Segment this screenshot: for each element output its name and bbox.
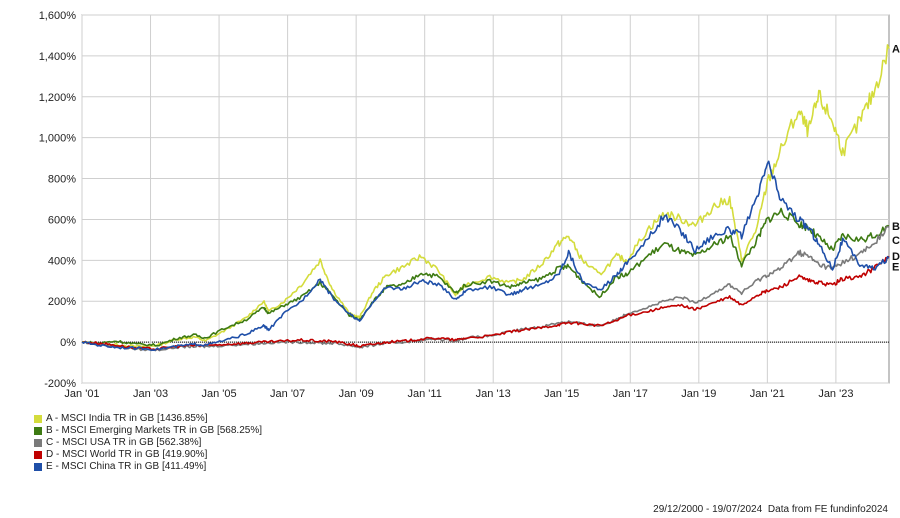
legend-swatch bbox=[34, 451, 42, 459]
y-tick-label: 1,600% bbox=[39, 10, 77, 22]
x-tick-label: Jan '15 bbox=[544, 388, 579, 400]
y-tick-label: 1,200% bbox=[39, 92, 77, 104]
legend-item-a: A - MSCI India TR in GB [1436.85%] bbox=[34, 413, 262, 425]
end-label-d: D bbox=[892, 251, 900, 263]
x-axis: Jan '01 Jan '03 Jan '05 Jan '07 Jan '09 Jan '… bbox=[64, 388, 853, 400]
end-label-a: A bbox=[892, 44, 900, 56]
legend-swatch bbox=[34, 427, 42, 435]
x-tick-label: Jan '17 bbox=[613, 388, 648, 400]
x-tick-label: Jan '21 bbox=[750, 388, 785, 400]
chart-legend: A - MSCI India TR in GB [1436.85%] B - MS… bbox=[34, 413, 262, 473]
series-line-d bbox=[81, 255, 890, 351]
legend-item-b: B - MSCI Emerging Markets TR in GB [568.… bbox=[34, 425, 262, 437]
legend-label: A - MSCI India TR in GB [1436.85%] bbox=[46, 413, 208, 424]
x-tick-label: Jan '03 bbox=[133, 388, 168, 400]
x-tick-label: Jan '07 bbox=[270, 388, 305, 400]
y-tick-label: 400% bbox=[48, 255, 76, 267]
x-tick-label: Jan '11 bbox=[408, 388, 442, 400]
chart-series bbox=[81, 44, 890, 352]
data-source: Data from FE fundinfo2024 bbox=[767, 504, 888, 515]
x-tick-label: Jan '13 bbox=[476, 388, 511, 400]
y-tick-label: -200% bbox=[44, 378, 76, 390]
date-range: 29/12/2000 - 19/07/2024 bbox=[653, 504, 763, 515]
end-label-c: C bbox=[892, 235, 900, 247]
legend-swatch bbox=[34, 439, 42, 447]
legend-item-e: E - MSCI China TR in GB [411.49%] bbox=[34, 461, 262, 473]
legend-label: D - MSCI World TR in GB [419.90%] bbox=[46, 449, 208, 460]
x-tick-label: Jan '19 bbox=[681, 388, 716, 400]
y-tick-label: 1,000% bbox=[39, 133, 77, 145]
legend-swatch bbox=[34, 463, 42, 471]
x-tick-label: Jan '09 bbox=[339, 388, 374, 400]
end-label-b: B bbox=[892, 221, 900, 233]
chart-grid bbox=[81, 14, 890, 384]
x-tick-label: Jan '01 bbox=[64, 388, 99, 400]
legend-item-d: D - MSCI World TR in GB [419.90%] bbox=[34, 449, 262, 461]
y-tick-label: 1,400% bbox=[39, 51, 77, 63]
legend-label: B - MSCI Emerging Markets TR in GB [568.… bbox=[46, 425, 263, 436]
y-tick-label: 600% bbox=[48, 214, 76, 226]
y-tick-label: 0% bbox=[60, 337, 76, 349]
line-chart: -200% 0% 200% 400% 600% 800% 1,000% 1,200% 1,400… bbox=[39, 10, 900, 400]
y-tick-label: 200% bbox=[48, 296, 76, 308]
legend-swatch bbox=[34, 415, 42, 423]
chart-footer: 29/12/2000 - 19/07/2024 Data from FE fun… bbox=[653, 504, 888, 515]
series-line-a bbox=[81, 44, 890, 348]
y-axis: -200% 0% 200% 400% 600% 800% 1,000% 1,200% 1,400… bbox=[39, 10, 77, 390]
end-label-e: E bbox=[892, 261, 899, 273]
series-line-b bbox=[81, 207, 890, 347]
x-tick-label: Jan '23 bbox=[818, 388, 853, 400]
x-tick-label: Jan '05 bbox=[201, 388, 236, 400]
legend-label: E - MSCI China TR in GB [411.49%] bbox=[46, 461, 207, 472]
series-line-e bbox=[81, 160, 890, 351]
legend-label: C - MSCI USA TR in GB [562.38%] bbox=[46, 437, 202, 448]
legend-item-c: C - MSCI USA TR in GB [562.38%] bbox=[34, 437, 262, 449]
plot-frame bbox=[81, 14, 890, 384]
series-line-c bbox=[81, 225, 890, 352]
y-tick-label: 800% bbox=[48, 174, 76, 186]
